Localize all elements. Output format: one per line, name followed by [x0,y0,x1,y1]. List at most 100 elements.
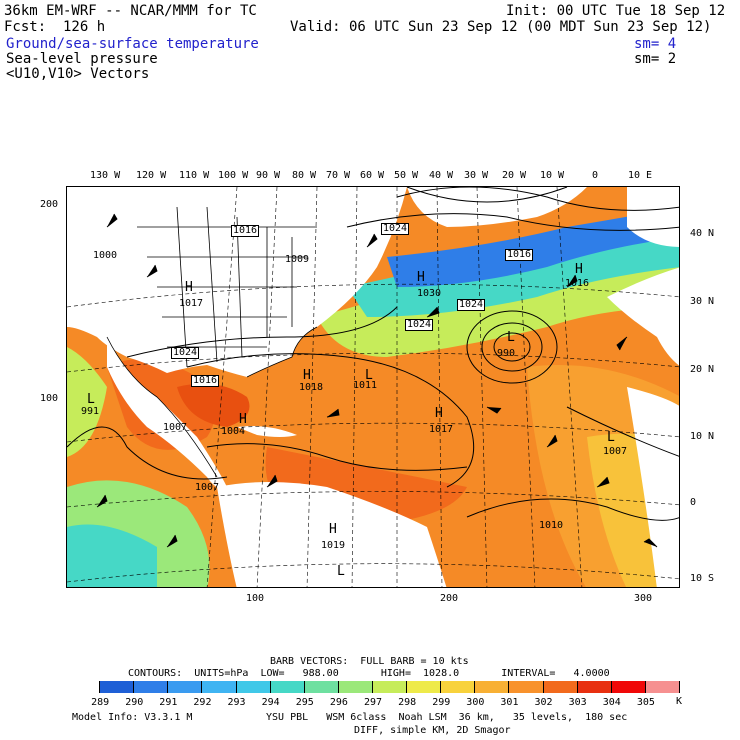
valid-time: Valid: 06 UTC Sun 23 Sep 12 (00 MDT Sun … [290,19,712,35]
low-center: L [87,392,95,407]
lat-label: 10 S [690,573,715,584]
sst-cold-zone [387,207,679,287]
colorbar-swatch [645,681,680,693]
central-america-land [107,337,227,489]
lon-label: 110 W [179,170,210,181]
pressure-label: 1007 [195,482,220,493]
lon-label: 130 W [90,170,121,181]
high-center: H [435,406,443,421]
colorbar-swatch [475,681,510,693]
lon-label: 70 W [326,170,351,181]
pressure-label: 1024 [405,319,434,331]
pressure-label: 1018 [299,382,324,393]
lon-label: 0 [592,170,599,181]
colorbar-swatch [509,681,544,693]
pressure-label: 1004 [221,426,246,437]
lat-label: 20 N [690,364,715,375]
weather-map: 1016 1024 1009 1000 1017 1024 1016 1016 … [66,186,680,588]
colorbar-label: 302 [534,697,553,708]
colorbar-label: 295 [295,697,314,708]
colorbar-label: 294 [261,697,280,708]
colorbar-swatch [66,681,101,693]
pressure-label: 1024 [381,223,410,235]
pressure-label: 1017 [429,424,454,435]
colorbar-swatch [168,681,203,693]
high-center: H [329,522,337,537]
lat-label: 40 N [690,228,715,239]
pressure-label: 1016 [565,278,590,289]
grid-x-label: 100 [246,593,265,604]
lon-label: 10 E [628,170,653,181]
pressure-label: 1024 [457,299,486,311]
field-sst-label: Ground/sea-surface temperature [6,36,259,52]
barb-legend: BARB VECTORS: FULL BARB = 10 kts [270,656,469,667]
lon-label: 40 W [429,170,454,181]
pressure-label: 1019 [321,540,346,551]
colorbar-units: K [676,696,683,707]
high-center: H [303,368,311,383]
field-slp-smoothing: sm= 2 [634,51,677,67]
colorbar-swatch [270,681,305,693]
pressure-label: 1016 [191,375,220,387]
colorbar-swatch [577,681,612,693]
caribbean-islands [237,426,297,437]
pressure-label: 1016 [505,249,534,261]
colorbar-label: 304 [602,697,621,708]
colorbar-swatch [236,681,271,693]
low-center: L [337,564,345,579]
greenland-land [407,187,587,227]
lon-label: 30 W [464,170,489,181]
political-boundaries [106,206,318,478]
model-diffusion: DIFF, simple KM, 2D Smagor [354,725,511,736]
pressure-label: 1016 [231,225,260,237]
model-info: Model Info: V3.3.1 M [72,712,193,723]
grid-x-label: 200 [440,593,459,604]
field-slp-label: Sea-level pressure [6,51,158,67]
lat-label: 10 N [690,431,715,442]
temperature-colorbar [66,681,680,693]
grid-y-label: 200 [40,199,59,210]
colorbar-swatch [543,681,578,693]
colorbar-label: 303 [568,697,587,708]
pressure-label: 1011 [353,380,378,391]
lat-lon-grid [67,187,679,587]
pressure-label: 1009 [285,254,310,265]
forecast-hour: Fcst: 126 h [4,19,106,35]
wind-barbs [96,213,658,548]
grid-y-label: 100 [40,393,59,404]
colorbar-label: 292 [193,697,212,708]
high-center: H [575,262,583,277]
colorbar-label: 293 [227,697,246,708]
colorbar-swatch [372,681,408,693]
high-center: H [239,412,247,427]
low-center: L [507,330,515,345]
lon-label: 60 W [360,170,385,181]
colorbar-label: 291 [159,697,178,708]
colorbar-label: 299 [432,697,451,708]
pressure-label: 1010 [539,520,564,531]
pressure-label: 1030 [417,288,442,299]
colorbar-label: 296 [329,697,348,708]
colorbar-label: 301 [500,697,519,708]
map-canvas [67,187,679,587]
colorbar-swatch [134,681,169,693]
low-center: L [607,430,615,445]
colorbar-label: 305 [636,697,655,708]
lon-label: 20 W [502,170,527,181]
lat-label: 0 [690,497,697,508]
grid-x-label: 300 [634,593,653,604]
field-wind-label: <U10,V10> Vectors [6,66,150,82]
pressure-label: 1000 [93,250,118,261]
colorbar-swatch [611,681,646,693]
colorbar-swatch [338,681,373,693]
init-time: Init: 00 UTC Tue 18 Sep 12 [506,3,726,19]
lon-label: 90 W [256,170,281,181]
low-center: L [365,368,373,383]
sst-hot-zone [177,383,250,427]
africa-land [627,387,679,587]
model-title: 36km EM-WRF -- NCAR/MMM for TC [4,3,257,19]
colorbar-label: 297 [363,697,383,708]
sst-cool-zone [67,347,107,457]
high-center: H [185,280,193,295]
pressure-label: 1007 [603,446,628,457]
